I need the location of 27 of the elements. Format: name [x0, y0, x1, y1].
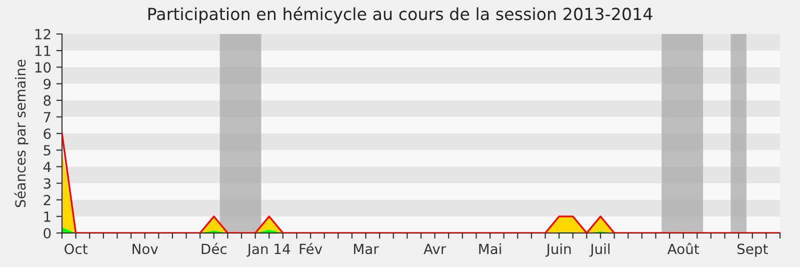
y-axis-title: Séances par semaine [14, 60, 28, 208]
y-tick-label: 7 [44, 112, 50, 122]
y-tick-label: 4 [43, 162, 51, 172]
x-tick-label: Mai [479, 243, 501, 254]
y-tick-label: 11 [35, 46, 50, 56]
x-tick-label: Déc [202, 242, 226, 254]
x-tick-label: Juil [589, 243, 610, 257]
y-tick-label: 3 [44, 178, 50, 189]
y-tick-label: 6 [44, 128, 51, 139]
y-tick-label: 1 [44, 212, 50, 222]
y-tick-label: 0 [44, 228, 51, 238]
y-tick-label: 12 [35, 28, 50, 40]
x-tick-label: Nov [132, 244, 158, 254]
x-tick-label: Août [667, 242, 700, 254]
y-tick-label: 10 [35, 62, 51, 73]
x-tick-label: Avr [424, 244, 446, 254]
x-tick-label: Jan 14 [246, 244, 290, 257]
x-tick-label: Juin [546, 243, 571, 257]
x-tick-label: Sept [737, 244, 768, 257]
y-tick-label: 2 [44, 194, 50, 206]
x-tick-label: Fév [300, 242, 322, 254]
y-tick-label: 8 [44, 95, 51, 106]
y-tick-label: 9 [44, 78, 51, 90]
x-tick-label: Mar [354, 244, 379, 254]
x-tick-label: Oct [64, 244, 88, 254]
chart-title: Participation en hémicycle au cours de la session 2013-2014 [148, 6, 652, 24]
y-tick-label: 5 [44, 145, 50, 156]
